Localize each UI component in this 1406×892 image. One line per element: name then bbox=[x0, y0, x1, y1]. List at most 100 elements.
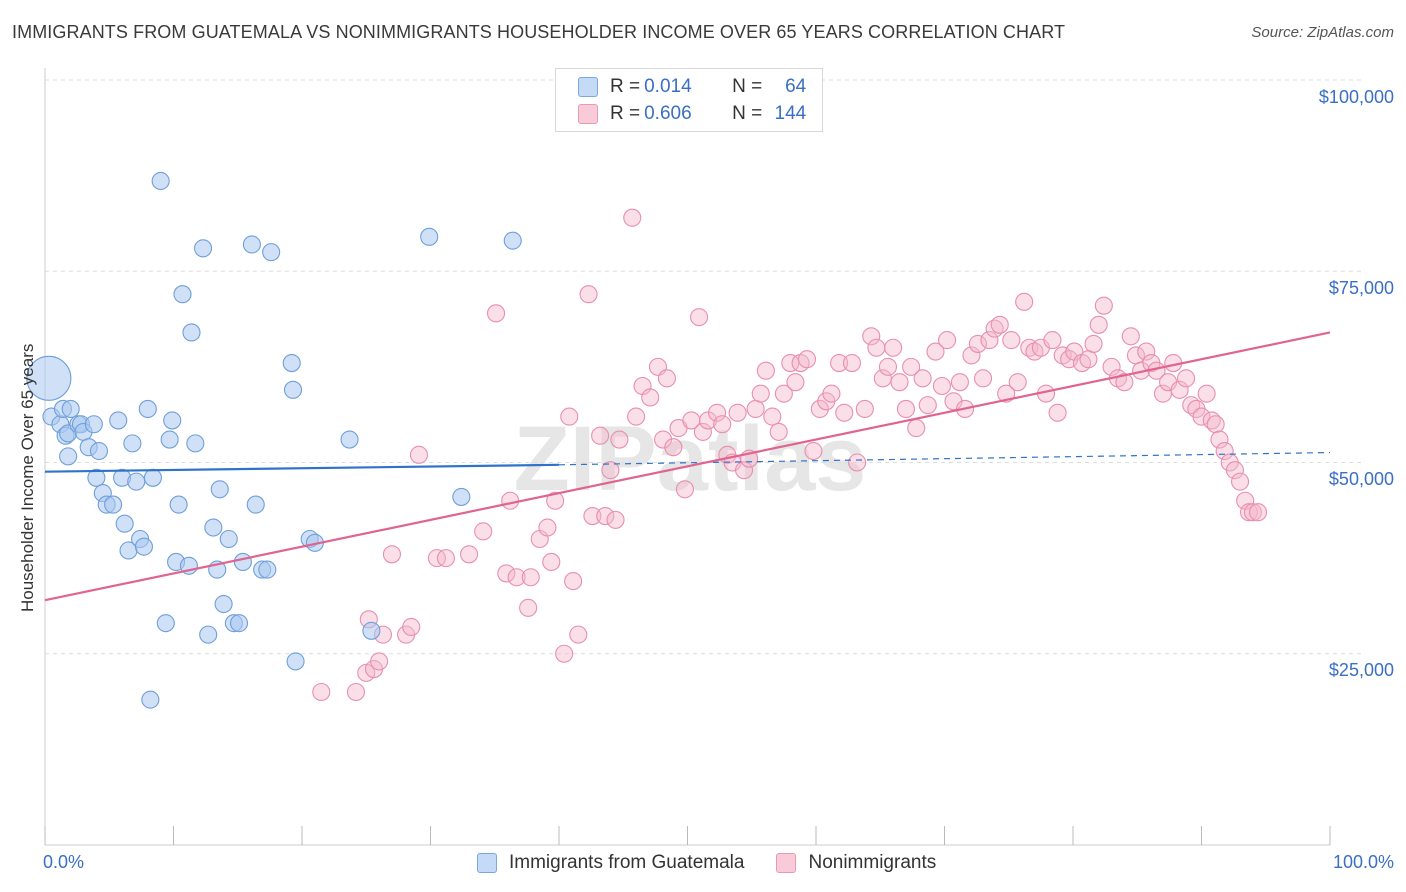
data-point-nonimmigrants bbox=[1243, 503, 1262, 522]
data-point-guatemala bbox=[233, 552, 252, 572]
r-value: 0.606 bbox=[644, 103, 692, 124]
data-point-nonimmigrants bbox=[781, 353, 800, 373]
data-point-nonimmigrants bbox=[968, 334, 987, 353]
data-point-nonimmigrants bbox=[501, 491, 520, 510]
data-point-nonimmigrants bbox=[797, 350, 817, 369]
data-point-nonimmigrants bbox=[507, 568, 526, 587]
data-point-guatemala bbox=[262, 243, 281, 262]
data-point-nonimmigrants bbox=[1002, 331, 1021, 350]
data-point-nonimmigrants bbox=[1089, 315, 1108, 334]
data-point-nonimmigrants bbox=[962, 346, 981, 365]
source-name: ZipAtlas.com bbox=[1307, 24, 1394, 41]
data-point-nonimmigrants bbox=[627, 407, 646, 426]
data-point-guatemala bbox=[420, 227, 439, 246]
data-point-nonimmigrants bbox=[690, 308, 709, 327]
data-point-nonimmigrants bbox=[751, 384, 770, 403]
data-point-nonimmigrants bbox=[896, 399, 916, 419]
data-point-nonimmigrants bbox=[810, 399, 829, 419]
legend-swatch-pink bbox=[578, 104, 598, 124]
data-point-guatemala bbox=[182, 323, 201, 342]
data-point-guatemala bbox=[115, 514, 134, 533]
data-point-guatemala bbox=[173, 285, 192, 304]
n-value: 144 bbox=[774, 103, 807, 124]
data-point-guatemala bbox=[61, 399, 80, 419]
data-point-nonimmigrants bbox=[1170, 380, 1189, 399]
data-point-nonimmigrants bbox=[370, 652, 389, 671]
n-label: N = bbox=[732, 103, 763, 124]
legend-label-guatemala: Immigrants from Guatemala bbox=[509, 852, 745, 873]
data-point-nonimmigrants bbox=[728, 403, 747, 422]
data-point-guatemala bbox=[362, 621, 381, 640]
data-point-nonimmigrants bbox=[713, 415, 732, 434]
trend-line-guatemala bbox=[44, 463, 560, 473]
data-point-nonimmigrants bbox=[769, 422, 788, 441]
data-point-nonimmigrants bbox=[1094, 296, 1113, 315]
data-point-nonimmigrants bbox=[579, 285, 598, 304]
data-point-nonimmigrants bbox=[1153, 384, 1172, 403]
data-point-nonimmigrants bbox=[583, 506, 602, 526]
data-point-guatemala bbox=[143, 468, 162, 487]
data-point-nonimmigrants bbox=[486, 304, 506, 323]
data-point-nonimmigrants bbox=[990, 315, 1009, 334]
x-tick-label-max: 100.0% bbox=[1332, 852, 1394, 872]
data-point-nonimmigrants bbox=[890, 373, 909, 392]
legend-swatch-blue bbox=[578, 77, 598, 97]
data-point-guatemala bbox=[219, 529, 238, 549]
data-point-guatemala bbox=[84, 415, 103, 434]
data-point-nonimmigrants bbox=[555, 644, 574, 663]
data-point-nonimmigrants bbox=[654, 430, 673, 449]
data-point-nonimmigrants bbox=[950, 373, 969, 392]
data-point-nonimmigrants bbox=[497, 564, 516, 583]
data-point-guatemala bbox=[134, 537, 153, 556]
data-point-nonimmigrants bbox=[848, 453, 867, 472]
data-point-nonimmigrants bbox=[1225, 461, 1244, 480]
data-point-nonimmigrants bbox=[409, 445, 428, 464]
data-point-guatemala bbox=[204, 518, 223, 537]
y-tick-label-25000: $25,000 bbox=[1328, 660, 1394, 680]
data-point-nonimmigrants bbox=[641, 388, 660, 407]
data-point-nonimmigrants bbox=[918, 396, 937, 415]
r-label: R = bbox=[610, 76, 641, 97]
data-point-nonimmigrants bbox=[902, 357, 921, 376]
trend-line-nonimmigrants bbox=[44, 331, 1331, 602]
data-point-nonimmigrants bbox=[1079, 350, 1098, 369]
data-point-guatemala bbox=[141, 690, 160, 709]
y-axis-label: Householder Income Over 65 years bbox=[18, 343, 37, 612]
data-point-guatemala bbox=[210, 480, 229, 499]
data-point-nonimmigrants bbox=[521, 568, 540, 587]
data-point-nonimmigrants bbox=[564, 572, 583, 591]
data-point-nonimmigrants bbox=[664, 438, 683, 457]
chart-title: IMMIGRANTS FROM GUATEMALA VS NONIMMIGRAN… bbox=[12, 22, 1066, 42]
data-point-guatemala bbox=[282, 353, 301, 373]
data-point-guatemala bbox=[258, 560, 277, 579]
data-point-guatemala bbox=[163, 411, 182, 430]
data-point-nonimmigrants bbox=[926, 342, 945, 361]
legend-swatch-guatemala bbox=[477, 853, 497, 873]
data-point-nonimmigrants bbox=[1206, 415, 1225, 434]
data-point-guatemala bbox=[194, 239, 213, 258]
data-point-nonimmigrants bbox=[862, 327, 881, 346]
data-point-nonimmigrants bbox=[542, 552, 561, 572]
data-point-guatemala bbox=[59, 447, 78, 466]
data-point-nonimmigrants bbox=[830, 353, 849, 373]
data-point-guatemala bbox=[104, 495, 123, 514]
data-point-nonimmigrants bbox=[596, 506, 615, 526]
series-legend: Immigrants from Guatemala Nonimmigrants bbox=[477, 852, 936, 874]
data-point-nonimmigrants bbox=[601, 461, 620, 480]
data-point-nonimmigrants bbox=[835, 403, 854, 422]
data-point-nonimmigrants bbox=[606, 510, 625, 529]
data-point-nonimmigrants bbox=[346, 682, 366, 702]
y-axis-label-wrap: Householder Income Over 65 years bbox=[18, 344, 38, 632]
data-point-guatemala bbox=[340, 430, 359, 449]
data-point-guatemala bbox=[123, 434, 142, 453]
data-point-nonimmigrants bbox=[569, 625, 588, 644]
data-point-guatemala bbox=[242, 235, 261, 254]
data-point-nonimmigrants bbox=[973, 369, 993, 388]
data-point-nonimmigrants bbox=[402, 617, 421, 637]
data-point-guatemala bbox=[156, 614, 175, 633]
data-point-nonimmigrants bbox=[756, 361, 775, 380]
y-tick-label-50000: $50,000 bbox=[1328, 469, 1394, 489]
data-point-nonimmigrants bbox=[907, 419, 926, 438]
data-point-nonimmigrants bbox=[980, 331, 999, 350]
